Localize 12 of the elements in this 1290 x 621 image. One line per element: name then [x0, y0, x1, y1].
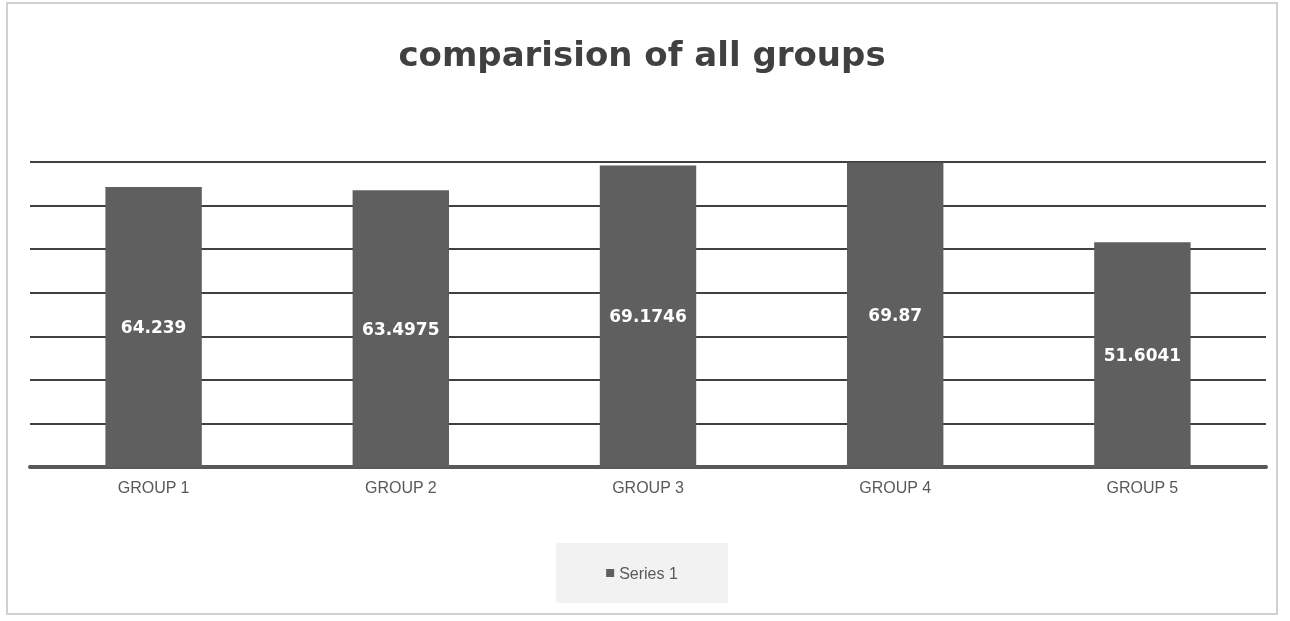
chart-title: comparision of all groups [398, 34, 886, 74]
x-tick-label: GROUP 5 [1106, 478, 1179, 496]
data-label: 63.4975 [362, 318, 440, 339]
data-label: 69.87 [868, 304, 923, 325]
data-label: 69.1746 [609, 306, 687, 327]
x-tick-label: GROUP 4 [859, 478, 932, 496]
legend-label: Series 1 [619, 564, 678, 582]
x-tick-label: GROUP 2 [364, 478, 437, 496]
x-tick-label: GROUP 3 [612, 478, 684, 496]
data-label: 51.6041 [1103, 344, 1182, 365]
data-label: 64.239 [120, 317, 187, 338]
x-tick-label: GROUP 1 [117, 478, 190, 496]
